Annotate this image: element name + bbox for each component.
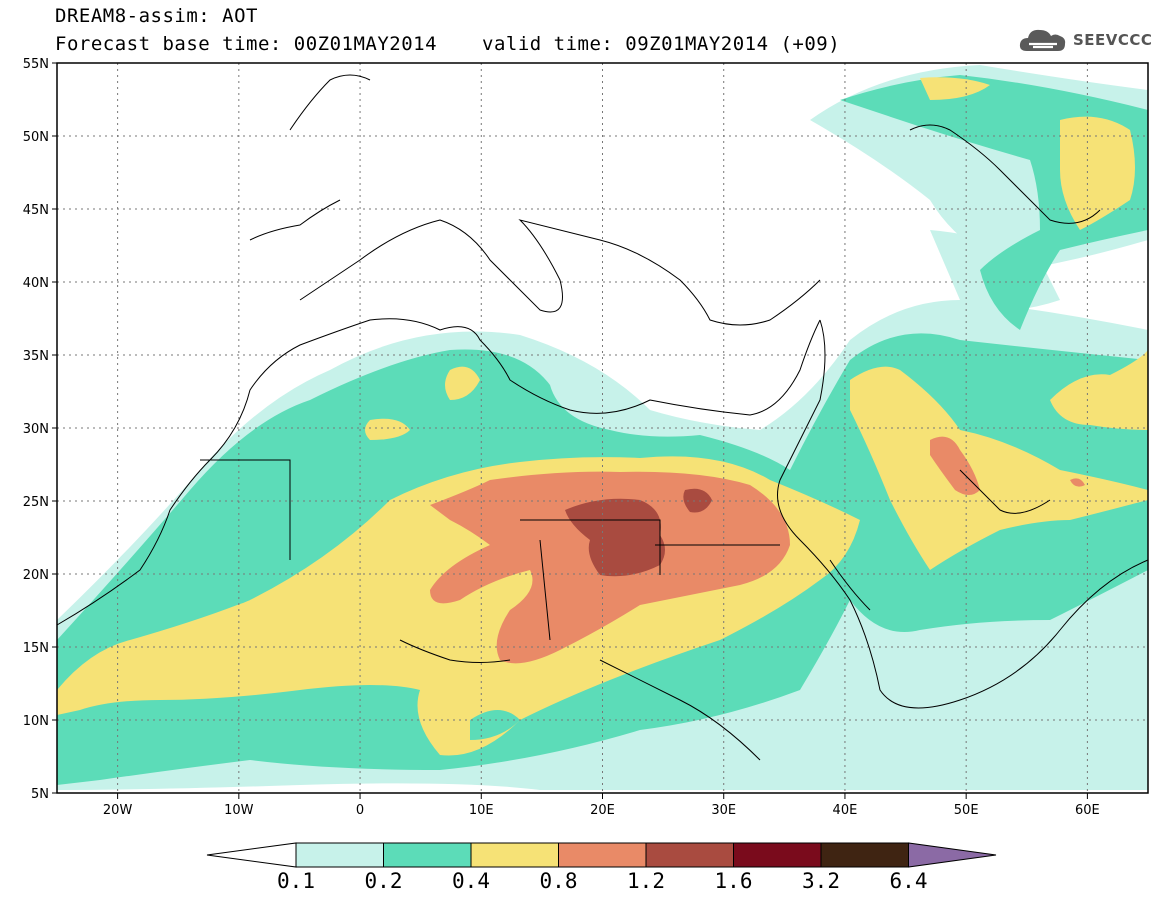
map-title: DREAM8-assim: AOT — [55, 5, 258, 27]
lat-tick-label: 10N — [23, 714, 49, 729]
colorbar-label: 0.8 — [540, 869, 578, 893]
lon-tick-label: 20E — [590, 803, 615, 818]
lon-tick-label: 10E — [469, 803, 494, 818]
colorbar-swatch — [470, 842, 559, 868]
logo-text: SEEVCCC — [1073, 31, 1153, 49]
colorbar-label: 0.2 — [365, 869, 403, 893]
colorbar-label: 3.2 — [802, 869, 840, 893]
lon-tick-label: 10W — [224, 803, 254, 818]
lat-tick-label: 40N — [23, 276, 49, 291]
lat-tick-label: 30N — [23, 422, 49, 437]
colorbar-label: 6.4 — [890, 869, 928, 893]
colorbar: 0.1 0.2 0.4 0.8 1.2 1.6 3.2 6.4 — [206, 842, 997, 893]
colorbar-label: 1.2 — [627, 869, 665, 893]
forecast-base-time: Forecast base time: 00Z01MAY2014 — [55, 33, 438, 55]
colorbar-label: 1.6 — [715, 869, 753, 893]
colorbar-swatch — [820, 842, 909, 868]
lon-tick-label: 20W — [103, 803, 133, 818]
lat-tick-label: 55N — [23, 57, 49, 72]
lat-tick-label: 20N — [23, 568, 49, 583]
colorbar-swatch — [645, 842, 734, 868]
lon-tick-label: 40E — [833, 803, 858, 818]
valid-time: valid time: 09Z01MAY2014 (+09) — [482, 33, 841, 55]
lon-tick-label: 50E — [954, 803, 979, 818]
lon-tick-label: 0 — [356, 803, 364, 818]
longitude-labels: 20W 10W 0 10E 20E 30E 40E 50E 60E — [103, 793, 1100, 818]
cloud-icon — [1019, 29, 1066, 51]
aot-level-1.2 — [565, 488, 712, 577]
coastlines — [56, 74, 1149, 761]
lat-tick-label: 5N — [31, 787, 49, 802]
lon-tick-label: 30E — [711, 803, 736, 818]
lat-tick-label: 50N — [23, 130, 49, 145]
colorbar-label: 0.1 — [277, 869, 315, 893]
lon-tick-label: 60E — [1075, 803, 1100, 818]
colorbar-label: 0.4 — [452, 869, 490, 893]
graticule — [57, 63, 1148, 793]
lat-tick-label: 15N — [23, 641, 49, 656]
colorbar-swatch — [383, 842, 472, 868]
colorbar-under-arrow — [206, 842, 297, 868]
colorbar-swatch — [733, 842, 822, 868]
lat-tick-label: 25N — [23, 495, 49, 510]
lat-tick-label: 45N — [23, 203, 49, 218]
lat-tick-label: 35N — [23, 349, 49, 364]
latitude-labels: 5N 10N 15N 20N 25N 30N 35N 40N 45N 50N 55N — [23, 57, 57, 802]
colorbar-over-arrow — [908, 842, 997, 868]
colorbar-swatch — [558, 842, 647, 868]
seevccc-logo: SEEVCCC — [1017, 22, 1157, 58]
colorbar-swatch — [295, 842, 384, 868]
